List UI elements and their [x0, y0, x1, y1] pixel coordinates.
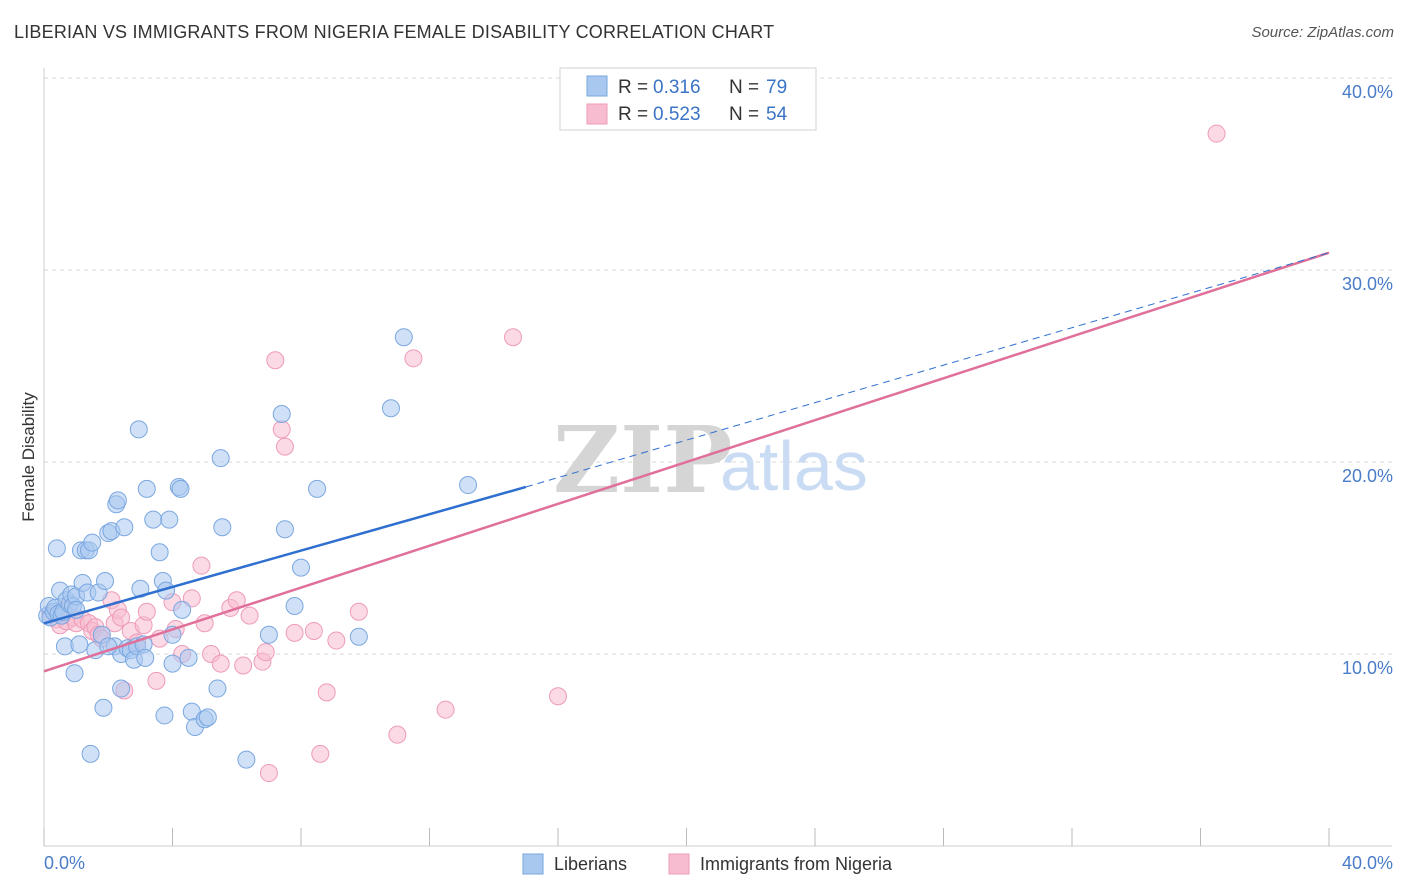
liberians-point-5: [47, 539, 66, 558]
gridlines: [44, 77, 1392, 655]
legend-swatch-nigeria: [586, 103, 608, 125]
y-tick-label-10: 10.0%: [1342, 658, 1393, 678]
liberians-point-29: [96, 572, 115, 591]
liberians-point-69: [285, 597, 304, 615]
liberians-point-28: [94, 698, 113, 717]
liberians-point-64: [213, 518, 232, 537]
source-credit: Source: ZipAtlas.com: [1251, 24, 1394, 41]
nigeria-point-41: [275, 437, 294, 456]
liberians-point-17: [70, 635, 89, 654]
liberians-trend-extension: [525, 252, 1330, 488]
liberians-point-47: [150, 543, 169, 562]
watermark-atlas: atlas: [720, 427, 868, 505]
liberians-point-76: [112, 679, 131, 698]
y-tick-label-20: 20.0%: [1342, 466, 1393, 486]
nigeria-point-34: [234, 656, 253, 675]
nigeria-point-35: [240, 606, 259, 625]
liberians-point-62: [208, 679, 227, 698]
nigeria-point-16: [112, 608, 131, 627]
liberians-trend-line: [43, 485, 527, 625]
nigeria-point-40: [272, 420, 291, 439]
legend-r-label-liberians: R =: [618, 77, 648, 98]
liberians-point-57: [179, 648, 198, 667]
nigeria-point-37: [256, 643, 275, 662]
bottom-legend-label-liberians: Liberians: [554, 854, 627, 874]
x-ticks: [43, 828, 1330, 846]
liberians-point-49: [155, 706, 174, 725]
nigeria-point-47: [349, 602, 368, 621]
bottom-legend-label-nigeria: Immigrants from Nigeria: [700, 854, 893, 874]
nigeria-point-22: [147, 671, 166, 690]
nigeria-point-21: [137, 602, 156, 621]
nigeria-point-48: [388, 725, 407, 744]
liberians-point-56: [173, 600, 192, 619]
x-tick-label-min: 0.0%: [44, 853, 85, 873]
y-tick-label-40: 40.0%: [1342, 82, 1393, 102]
legend-n-value-nigeria: 54: [766, 104, 788, 125]
legend-n-label-nigeria: N =: [729, 104, 759, 125]
liberians-point-36: [115, 518, 134, 537]
bottom-legend-swatch-liberians: [522, 853, 544, 875]
liberians-point-53: [163, 654, 182, 673]
series-legend: Liberians Immigrants from Nigeria: [522, 853, 893, 875]
nigeria-trend-line: [43, 251, 1330, 673]
liberians-point-66: [259, 625, 278, 644]
nigeria-point-51: [504, 328, 523, 347]
liberians-point-73: [381, 399, 400, 418]
nigeria-point-39: [266, 351, 285, 370]
liberians-point-63: [211, 449, 230, 468]
liberians-point-46: [144, 510, 163, 529]
x-tick-label-max: 40.0%: [1342, 853, 1393, 873]
liberians-point-55: [171, 479, 190, 498]
liberians-point-41: [129, 420, 148, 439]
correlation-legend: R = 0.316 N = 79 R = 0.523 N = 54: [559, 67, 817, 131]
nigeria-point-53: [1207, 124, 1226, 143]
nigeria-point-27: [182, 589, 201, 608]
legend-n-value-liberians: 79: [766, 77, 787, 98]
liberians-point-70: [292, 558, 310, 577]
legend-r-value-nigeria: 0.523: [653, 104, 701, 125]
nigeria-point-42: [285, 623, 304, 642]
liberians-point-45: [137, 479, 156, 498]
nigeria-point-46: [327, 631, 346, 650]
nigeria-point-44: [311, 744, 330, 763]
series-liberians-points: [38, 328, 478, 769]
liberians-point-75: [459, 476, 478, 495]
liberians-point-23: [81, 744, 100, 763]
nigeria-point-43: [304, 621, 323, 640]
liberians-point-65: [237, 750, 256, 769]
nigeria-point-31: [211, 654, 230, 673]
nigeria-point-52: [549, 687, 567, 706]
liberians-point-68: [275, 520, 294, 539]
liberians-point-71: [308, 479, 327, 498]
liberians-point-61: [198, 708, 217, 727]
nigeria-point-38: [259, 764, 278, 783]
legend-n-label-liberians: N =: [729, 77, 759, 98]
liberians-point-67: [272, 405, 291, 423]
nigeria-point-28: [192, 556, 211, 575]
nigeria-point-50: [436, 700, 455, 719]
liberians-point-24: [83, 533, 102, 552]
legend-r-value-liberians: 0.316: [653, 77, 701, 98]
liberians-point-15: [65, 664, 84, 683]
y-axis-label: Female Disability: [19, 392, 38, 522]
liberians-point-72: [349, 627, 368, 646]
liberians-point-74: [394, 328, 413, 347]
bottom-legend-swatch-nigeria: [668, 853, 690, 875]
trend-lines: [43, 251, 1330, 673]
y-tick-label-30: 30.0%: [1342, 274, 1393, 294]
nigeria-point-45: [317, 683, 336, 702]
liberians-point-51: [160, 510, 179, 529]
nigeria-point-49: [404, 349, 423, 368]
chart-title: LIBERIAN VS IMMIGRANTS FROM NIGERIA FEMA…: [14, 22, 775, 42]
legend-r-label-nigeria: R =: [618, 104, 648, 125]
liberians-point-44: [136, 648, 155, 667]
legend-swatch-liberians: [586, 75, 608, 97]
liberians-point-34: [108, 491, 127, 510]
